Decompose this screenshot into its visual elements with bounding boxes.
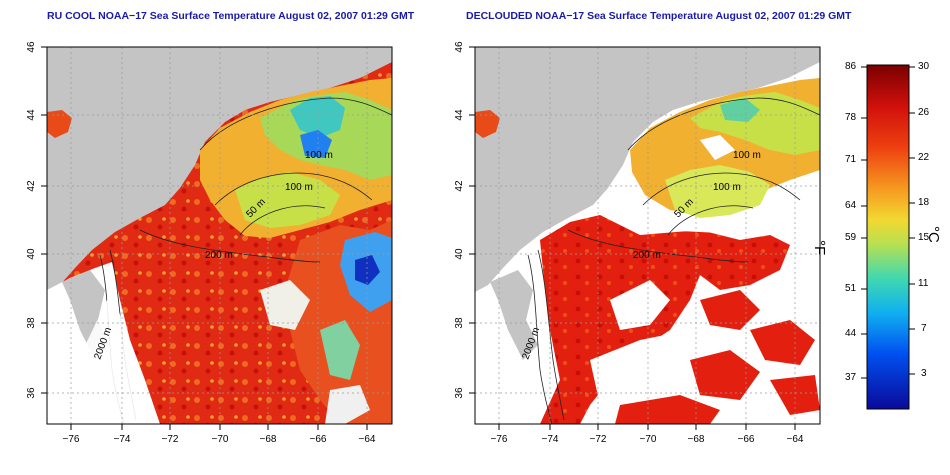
colorbar-c-label: 7 — [921, 323, 927, 334]
left-y-tick: 44 — [26, 109, 37, 121]
colorbar-f-label: 86 — [845, 61, 857, 72]
right-x-tick: −72 — [590, 434, 607, 445]
left-y-tick: 46 — [26, 41, 37, 53]
left-contour-label-200m: 200 m — [205, 250, 233, 261]
colorbar-c-label: 15 — [918, 232, 930, 243]
left-contour-label-100m-a: 100 m — [305, 150, 333, 161]
right-contour-label-200m: 200 m — [633, 250, 661, 261]
right-y-tick: 44 — [454, 109, 465, 121]
colorbar-f-label: 78 — [845, 112, 857, 123]
left-x-tick: −76 — [63, 434, 80, 445]
right-contour-label-100m-a: 100 m — [733, 150, 761, 161]
colorbar-c-label: 26 — [918, 107, 930, 118]
left-x-tick: −68 — [260, 434, 277, 445]
right-x-tick: −76 — [491, 434, 508, 445]
colorbar-f-label: 71 — [845, 154, 857, 165]
colorbar-f-label: 64 — [845, 200, 857, 211]
left-x-tick: −66 — [310, 434, 327, 445]
right-x-tick: −66 — [738, 434, 755, 445]
left-y-tick: 38 — [26, 317, 37, 329]
right-y-tick: 46 — [454, 41, 465, 53]
colorbar-f-label: 37 — [845, 372, 857, 383]
right-panel-title: DECLOUDED NOAA−17 Sea Surface Temperatur… — [466, 10, 852, 22]
colorbar-f-unit: °F — [811, 240, 828, 256]
right-y-tick: 36 — [454, 387, 465, 399]
right-x-tick: −74 — [542, 434, 559, 445]
right-y-tick: 38 — [454, 317, 465, 329]
colorbar-f-label: 44 — [845, 328, 857, 339]
colorbar-c-unit: °C — [925, 226, 942, 243]
left-y-tick: 40 — [26, 248, 37, 260]
left-panel-title: RU COOL NOAA−17 Sea Surface Temperature … — [47, 10, 415, 22]
colorbar-f-label: 51 — [845, 283, 857, 294]
right-contour-label-100m-b: 100 m — [713, 182, 741, 193]
colorbar-f-label: 59 — [845, 232, 857, 243]
colorbar — [861, 64, 915, 410]
right-y-tick: 42 — [454, 180, 465, 192]
colorbar-c-label: 11 — [918, 278, 929, 289]
left-x-tick: −70 — [212, 434, 229, 445]
left-y-tick: 36 — [26, 387, 37, 399]
left-map: 100 m 100 m 50 m 200 m 2000 m −76 −74 −7… — [26, 41, 393, 445]
left-y-tick: 42 — [26, 180, 37, 192]
right-x-tick: −68 — [688, 434, 705, 445]
right-y-tick: 40 — [454, 248, 465, 260]
colorbar-c-label: 3 — [921, 368, 927, 379]
colorbar-c-label: 22 — [918, 152, 930, 163]
left-x-tick: −72 — [162, 434, 179, 445]
colorbar-gradient — [866, 64, 910, 410]
left-contour-label-100m-b: 100 m — [285, 182, 313, 193]
colorbar-c-label: 30 — [918, 61, 930, 72]
left-x-tick: −74 — [114, 434, 131, 445]
colorbar-c-label: 18 — [918, 197, 930, 208]
right-x-tick: −70 — [640, 434, 657, 445]
right-map: 100 m 100 m 50 m 200 m 2000 m −76 −74 −7… — [454, 41, 821, 445]
right-x-tick: −64 — [787, 434, 804, 445]
left-x-tick: −64 — [359, 434, 376, 445]
